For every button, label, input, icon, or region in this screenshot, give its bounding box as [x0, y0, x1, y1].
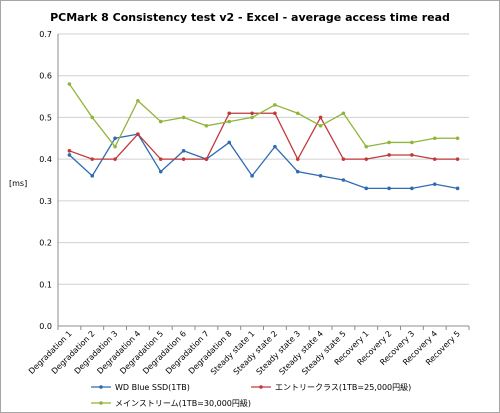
data-point: [227, 119, 232, 124]
data-point: [318, 174, 323, 178]
data-point: [67, 149, 72, 153]
data-point: [341, 111, 346, 116]
data-point: [364, 144, 369, 149]
series-line-3: [68, 83, 458, 148]
data-point: [318, 115, 323, 120]
data-point: [113, 136, 117, 141]
data-point: [113, 157, 117, 161]
data-point: [273, 111, 277, 116]
y-tick-label: 0.3: [39, 197, 52, 206]
data-point: [181, 149, 186, 153]
data-point: [455, 186, 460, 191]
data-point: [67, 82, 72, 86]
y-tick-label: 0.0: [39, 322, 52, 331]
data-point: [250, 174, 254, 178]
series-lines: [67, 82, 460, 191]
y-tick-label: 0.5: [39, 113, 52, 122]
data-point: [181, 115, 186, 120]
legend-marker: [259, 385, 263, 389]
gridlines: [58, 33, 469, 285]
data-point: [227, 140, 232, 145]
data-point: [432, 157, 437, 161]
data-point: [273, 144, 277, 149]
y-axis-label: [ms]: [9, 179, 27, 188]
data-point: [250, 111, 254, 116]
data-point: [341, 157, 346, 161]
y-tick-labels: 0.0 0.1 0.2 0.3 0.4 0.5 0.6 0.7: [39, 30, 52, 331]
data-point: [158, 157, 163, 161]
data-point: [410, 186, 414, 191]
y-tick-label: 0.1: [39, 280, 52, 289]
legend-marker: [99, 401, 103, 405]
y-tick-label: 0.4: [39, 155, 52, 164]
data-point: [364, 186, 369, 191]
data-point: [432, 136, 437, 141]
data-point: [273, 103, 277, 107]
data-point: [90, 157, 95, 161]
data-point: [387, 153, 391, 157]
data-point: [90, 174, 95, 178]
data-point: [295, 111, 300, 116]
series-line-2: [69, 112, 458, 161]
legend-entry: メインストリーム(1TB=30,000円級): [115, 398, 251, 408]
legend-marker: [99, 385, 103, 389]
data-point: [295, 169, 300, 174]
axes: [57, 34, 470, 330]
data-point: [158, 119, 163, 124]
data-point: [158, 169, 163, 174]
data-point: [136, 132, 140, 136]
data-point: [67, 153, 72, 157]
y-tick-label: 0.2: [39, 239, 52, 248]
data-point: [204, 157, 209, 161]
data-point: [364, 157, 369, 161]
data-point: [227, 111, 232, 116]
legend-entry: エントリークラス(1TB=25,000円級): [275, 382, 411, 392]
data-point: [295, 157, 300, 161]
data-point: [341, 178, 346, 182]
data-point: [387, 186, 391, 191]
data-point: [432, 182, 437, 186]
data-point: [113, 144, 117, 149]
data-point: [387, 140, 391, 145]
y-tick-label: 0.6: [39, 72, 52, 81]
data-point: [410, 153, 414, 157]
data-point: [90, 115, 95, 120]
legend-entry: WD Blue SSD(1TB): [115, 383, 190, 392]
chart-title: PCMark 8 Consistency test v2 - Excel - a…: [50, 11, 450, 24]
series-line-1: [68, 133, 458, 189]
data-point: [410, 140, 414, 145]
data-point: [455, 136, 460, 141]
y-tick-label: 0.7: [39, 30, 52, 39]
legend: WD Blue SSD(1TB) エントリークラス(1TB=25,000円級) メイ…: [91, 382, 411, 408]
data-point: [136, 98, 140, 103]
data-point: [250, 115, 254, 120]
data-point: [181, 157, 186, 161]
data-point: [455, 157, 460, 161]
data-point: [318, 123, 323, 128]
data-point: [204, 123, 209, 128]
